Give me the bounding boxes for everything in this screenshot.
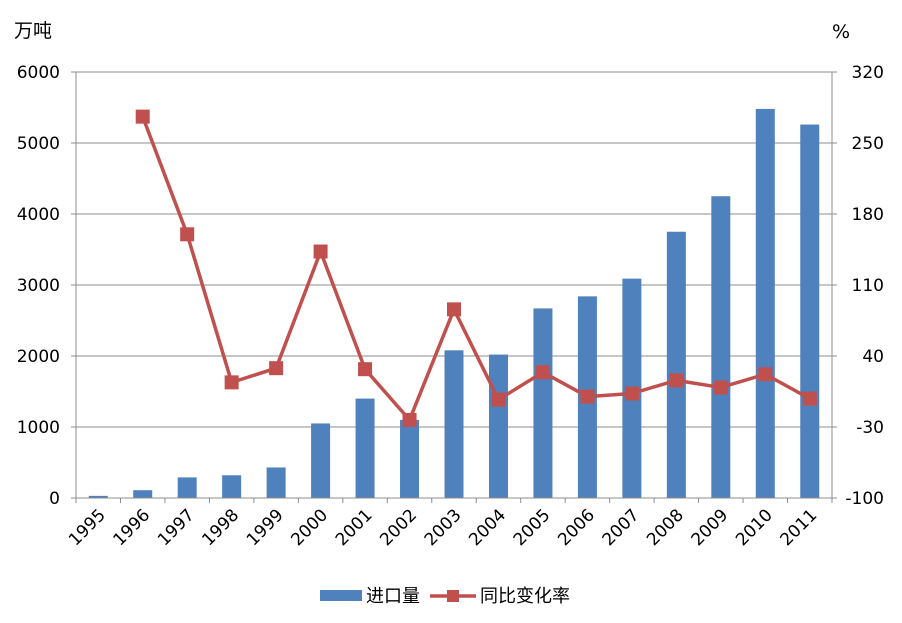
left-tick-label: 0: [49, 489, 60, 509]
line-marker: [224, 375, 239, 390]
right-tick-label: 250: [852, 134, 884, 154]
line-marker: [535, 365, 550, 380]
legend: 进口量 同比变化率: [320, 586, 570, 607]
legend-swatch-bar: [320, 590, 362, 601]
left-tick-label: 6000: [17, 63, 60, 83]
line-marker: [713, 380, 728, 395]
bar: [88, 495, 108, 498]
left-axis-unit: 万吨: [14, 20, 52, 42]
right-axis-unit: %: [832, 21, 850, 43]
line-marker: [624, 386, 639, 401]
bar: [355, 398, 375, 498]
line-path: [141, 116, 811, 422]
bar: [400, 419, 420, 498]
left-tick-label: 3000: [17, 276, 60, 296]
bar: [666, 231, 686, 498]
right-tick-label: 40: [862, 347, 884, 367]
line-marker: [669, 373, 684, 388]
line-marker: [313, 244, 328, 259]
bar: [133, 490, 153, 498]
bar: [266, 467, 286, 498]
bar: [533, 308, 553, 498]
line-series: [135, 109, 817, 427]
bar: [444, 350, 464, 498]
right-axis-ticks: -100 -30 40 110 180 250 320: [845, 63, 884, 509]
right-tick-label: 180: [852, 205, 884, 225]
bar: [488, 354, 508, 498]
line-marker: [802, 391, 817, 406]
bar: [755, 108, 775, 499]
left-tick-label: 1000: [17, 418, 60, 438]
legend-label-bar: 进口量: [366, 586, 420, 607]
line-marker: [402, 412, 417, 427]
left-axis-ticks: 0 1000 2000 3000 4000 5000 6000: [17, 63, 60, 509]
bar: [711, 196, 731, 498]
line-marker: [758, 367, 773, 382]
left-tick-label: 4000: [17, 205, 60, 225]
axes: [71, 71, 837, 503]
right-tick-label: 320: [852, 63, 884, 83]
line-marker: [135, 109, 150, 124]
right-tick-label: -100: [845, 489, 884, 509]
left-tick-label: 2000: [17, 347, 60, 367]
legend-swatch-marker: [447, 590, 459, 602]
left-tick-label: 5000: [17, 134, 60, 154]
bar: [177, 477, 197, 498]
right-tick-label: 110: [852, 276, 884, 296]
bar: [800, 124, 820, 498]
line-marker: [269, 361, 284, 376]
bar: [222, 475, 242, 498]
line-marker: [491, 392, 506, 407]
line-marker: [580, 389, 595, 404]
right-tick-label: -30: [856, 418, 884, 438]
line-marker: [358, 362, 373, 377]
line-marker: [447, 302, 461, 317]
line-marker: [180, 227, 195, 242]
bar: [311, 423, 331, 498]
legend-label-line: 同比变化率: [480, 586, 570, 607]
